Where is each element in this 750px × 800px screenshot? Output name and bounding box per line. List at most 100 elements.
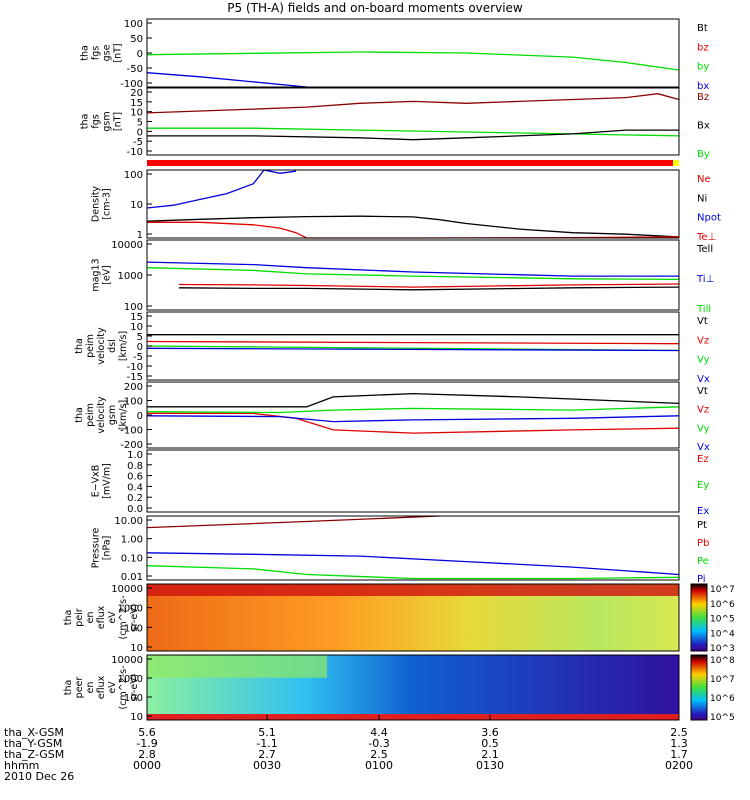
y-tick-label: 0	[137, 411, 143, 422]
y-tick-label: 1	[137, 230, 143, 241]
y-axis-label-line: [km/s]	[118, 400, 129, 430]
xaxis-row-label: tha_Z-GSM	[4, 748, 65, 761]
colorbar-tick-label: 10^3	[710, 644, 735, 654]
y-tick-label: 0.8	[127, 461, 143, 472]
y-tick-label: 100	[124, 170, 143, 181]
series-line	[146, 261, 679, 277]
y-tick-label: 10000	[111, 240, 143, 251]
legend-entry: Vt	[697, 316, 708, 327]
x-tick-label: 3.6	[481, 726, 499, 739]
panel-frame	[146, 381, 680, 449]
x-tick-label: 0100	[365, 759, 393, 772]
legend-entry: Bx	[697, 121, 710, 132]
x-tick-label: 2.5	[370, 748, 388, 761]
legend-entry: Ex	[697, 506, 709, 517]
legend-entry: Pb	[697, 538, 709, 549]
y-axis-label-line: tha	[74, 338, 85, 354]
legend-entry: bx	[697, 81, 709, 92]
y-axis-label-line: [nT]	[113, 43, 124, 62]
y-axis-label-line: eflux	[96, 675, 107, 699]
y-tick-label: -5	[133, 137, 143, 148]
y-axis-label-line: gsm	[102, 111, 113, 131]
y-axis-label-line: dsl	[107, 339, 118, 353]
colorbar	[690, 654, 708, 721]
legend-entry: Pe	[697, 556, 709, 567]
x-tick-label: 4.4	[370, 726, 388, 739]
y-axis-label-line: peir	[74, 608, 85, 627]
y-axis-label: thafgsgse[nT]	[80, 43, 124, 62]
y-axis-label: Density[cm-3]	[91, 186, 113, 222]
y-axis-label-line: eflux	[96, 605, 107, 629]
y-tick-label: -10	[127, 147, 143, 158]
legend-entry: Ti⊥	[696, 274, 714, 285]
y-tick-label: 100	[124, 693, 143, 704]
y-axis-label-line: [nPa]	[102, 536, 113, 561]
y-tick-label: 0.4	[127, 482, 143, 493]
y-axis-label-line: en	[85, 612, 96, 624]
y-tick-label: 5	[137, 332, 143, 343]
panel-frame	[146, 239, 680, 311]
y-tick-label: 100	[124, 19, 143, 30]
colorbar-tick-label: 10^7	[710, 585, 735, 595]
y-axis-label-line: [mV/m]	[102, 463, 113, 499]
series-line	[146, 565, 680, 580]
colorbar-tick-label: 10^8	[710, 656, 735, 666]
series-line	[146, 72, 307, 88]
y-tick-label: 10000	[111, 584, 143, 595]
legend-entry: Npot	[697, 213, 721, 224]
legend-entry: Pi	[697, 574, 706, 585]
legend-entry: Pt	[697, 520, 707, 531]
legend-entry: Ni	[697, 193, 707, 204]
legend-entry: By	[697, 149, 710, 160]
x-tick-label: 1.3	[670, 737, 688, 750]
legend-entry: Vt	[697, 386, 708, 397]
legend-entry: Vz	[697, 335, 709, 346]
y-tick-label: 50	[130, 34, 143, 45]
legend-entry: Vx	[697, 374, 710, 385]
y-tick-label: -200	[120, 440, 143, 451]
x-tick-label: 2.7	[258, 748, 276, 761]
series-line	[147, 412, 680, 434]
y-axis-label: thapeirenefluxeV(cm^2-s-sr-eV)	[63, 596, 140, 640]
x-tick-label: -1.1	[256, 737, 277, 750]
legend-entry: Vy	[697, 423, 710, 434]
y-axis-label-line: gse	[102, 44, 113, 61]
panel-frame	[146, 169, 680, 239]
series-line	[146, 267, 680, 281]
legend-entry: Vy	[697, 355, 710, 366]
y-tick-label: 10	[130, 712, 143, 723]
x-tick-label: 2.1	[481, 748, 499, 761]
heatmap-band	[147, 714, 679, 720]
y-tick-label: 0.10	[121, 553, 143, 564]
y-axis-label-line: eV	[107, 681, 118, 694]
y-tick-label: 15	[130, 312, 143, 323]
y-tick-label: 0	[137, 127, 143, 138]
colorbar-tick-label: 10^6	[710, 694, 735, 704]
legend-entry: Bt	[697, 23, 708, 34]
y-axis-label-line: Density	[91, 186, 102, 222]
series-line	[147, 129, 679, 141]
y-axis-label-line: peim	[85, 403, 96, 427]
y-tick-label: 15	[130, 98, 143, 109]
y-axis-label: thafgsgsm[nT]	[80, 111, 124, 131]
x-tick-label: 0130	[476, 759, 504, 772]
series-line	[146, 347, 680, 352]
y-tick-label: 0.0	[127, 504, 143, 515]
legend-entry: Bz	[697, 92, 709, 103]
y-tick-label: 1.0	[127, 450, 143, 461]
colorbar-tick-label: 10^4	[710, 629, 735, 639]
x-tick-label: 2.8	[138, 748, 156, 761]
series-line	[146, 169, 297, 209]
series-line	[146, 215, 680, 238]
y-tick-label: 1000	[118, 604, 143, 615]
series-line	[146, 415, 680, 423]
colorbar-tick-label: 10^6	[710, 600, 735, 610]
y-axis-label: thapeimvelocitygsm[km/s]	[74, 396, 129, 434]
y-tick-label: -100	[120, 79, 143, 90]
y-axis-label: mag13[eV]	[91, 258, 113, 291]
y-tick-label: -100	[120, 426, 143, 437]
legend-entry: Vz	[697, 405, 709, 416]
series-line	[147, 392, 680, 408]
x-tick-label: 5.6	[138, 726, 156, 739]
